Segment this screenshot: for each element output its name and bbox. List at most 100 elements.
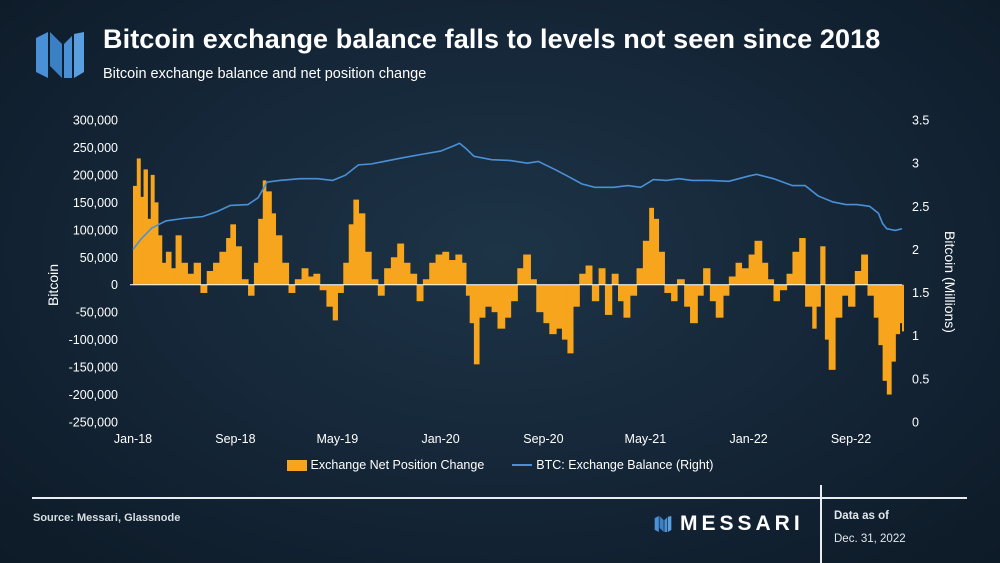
bar-net-position (848, 284, 856, 307)
bar-net-position (332, 284, 338, 321)
bar-net-position (364, 251, 372, 285)
bar-net-position (469, 284, 475, 324)
bar-net-position (549, 284, 557, 335)
legend-item-exchange-balance: BTC: Exchange Balance (Right) (512, 458, 713, 472)
bar-net-position (572, 284, 580, 307)
bar-net-position (235, 246, 242, 285)
chart-legend: Exchange Net Position Change BTC: Exchan… (0, 458, 1000, 472)
bar-net-position (465, 284, 471, 296)
bar-net-position (510, 284, 518, 302)
bar-net-position (265, 191, 272, 285)
footer-vertical-divider (820, 485, 822, 563)
y-tick-label-right: 0.5 (912, 372, 929, 386)
bar-net-position (390, 257, 398, 285)
bar-net-position (895, 284, 901, 335)
bar-net-position (861, 254, 869, 285)
x-tick-label: May-21 (625, 432, 667, 446)
source-note: Source: Messari, Glassnode (33, 512, 181, 524)
bar-net-position (461, 262, 467, 285)
bar-net-position (200, 284, 208, 293)
footer-divider (32, 497, 967, 499)
bar-net-position (262, 180, 267, 285)
chart-subtitle: Bitcoin exchange balance and net positio… (103, 66, 427, 82)
x-tick-label: Jan-22 (730, 432, 768, 446)
bar-net-position (820, 246, 826, 285)
bar-net-position (664, 284, 672, 293)
bar-net-position (878, 284, 884, 346)
bar-net-position (337, 284, 344, 293)
bar-net-position (671, 284, 678, 302)
data-as-of-date: Dec. 31, 2022 (834, 533, 906, 545)
bar-net-position (585, 265, 593, 285)
bar-net-position (658, 251, 665, 285)
bar-net-position (715, 284, 724, 318)
bar-net-position (882, 284, 888, 381)
y-tick-label-left: -250,000 (69, 416, 118, 430)
y-tick-label-left: -100,000 (69, 333, 118, 347)
bar-net-position (161, 262, 167, 285)
bar-net-position (241, 279, 249, 285)
bar-net-position (886, 284, 892, 395)
y-tick-label-right: 0 (912, 416, 919, 430)
y-tick-label-right: 3.5 (912, 114, 929, 128)
brand-wordmark: MESSARI (680, 512, 804, 535)
y-tick-label-left: 0 (111, 278, 118, 292)
bar-net-position (157, 235, 163, 285)
bar-net-position (473, 284, 480, 365)
bar-net-position (828, 284, 836, 370)
bar-net-position (484, 284, 493, 307)
y-tick-label-right: 2.5 (912, 200, 929, 214)
bar-net-position (497, 284, 506, 329)
bar-net-position (353, 199, 360, 285)
bar-net-position (165, 251, 172, 285)
bar-net-position (181, 262, 188, 285)
bar-net-position (812, 284, 817, 329)
bar-net-position (258, 218, 264, 285)
y-tick-label-right: 1 (912, 329, 919, 343)
bar-net-position (902, 284, 904, 332)
bar-net-position (147, 218, 152, 285)
bar-net-position (523, 254, 531, 285)
bar-net-position (591, 284, 600, 302)
bar-net-position (326, 284, 334, 307)
bar-net-position (187, 273, 195, 285)
bar-net-position (384, 268, 392, 285)
chart-title: Bitcoin exchange balance falls to levels… (103, 24, 881, 54)
bar-net-position (536, 284, 545, 313)
bar-net-position (684, 284, 691, 307)
x-tick-label: May-19 (317, 432, 359, 446)
bar-net-position (748, 254, 756, 285)
bar-net-position (598, 268, 606, 285)
bar-net-position (343, 262, 350, 285)
bar-net-position (435, 254, 443, 285)
bar-net-position (313, 273, 321, 285)
bar-net-position (556, 284, 563, 329)
y-tick-label-left: 150,000 (73, 196, 118, 210)
bar-net-position (140, 196, 145, 285)
legend-label-exchange-balance: BTC: Exchange Balance (Right) (536, 458, 714, 472)
bar-net-position (786, 273, 794, 285)
bar-net-position (193, 262, 202, 285)
bar-net-position (761, 262, 769, 285)
bar-net-position (722, 284, 730, 296)
bar-net-position (403, 262, 411, 285)
bar-net-position (219, 251, 227, 285)
bar-net-position (792, 251, 800, 285)
bar-net-position (636, 268, 644, 285)
bar-net-position (841, 284, 849, 296)
bar-net-position (891, 284, 896, 362)
y-tick-label-right: 1.5 (912, 286, 929, 300)
y-tick-label-left: -150,000 (69, 361, 118, 375)
bar-net-position (478, 284, 486, 318)
bar-net-position (899, 284, 903, 324)
bar-net-position (653, 218, 660, 285)
messari-small-logo-icon (654, 516, 672, 532)
bar-net-position (170, 268, 177, 285)
footer-brand: MESSARI (654, 512, 804, 536)
bar-net-position (741, 268, 750, 285)
bar-net-position (397, 243, 405, 285)
bar-net-position (799, 238, 806, 285)
bar-net-position (767, 279, 775, 285)
x-tick-label: Sep-20 (523, 432, 563, 446)
